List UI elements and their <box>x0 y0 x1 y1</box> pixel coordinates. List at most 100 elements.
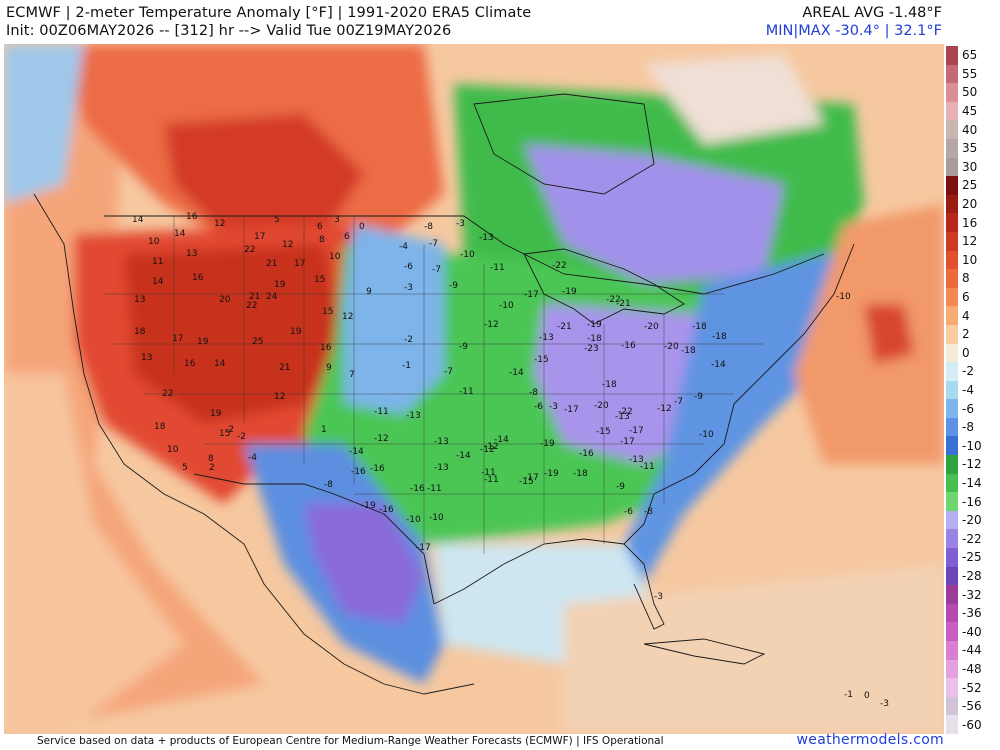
anomaly-value-label: -14 <box>509 368 524 378</box>
data-credit: Service based on data + products of Euro… <box>37 735 664 747</box>
anomaly-value-label: -6 <box>404 262 413 272</box>
anomaly-value-label: -6 <box>624 507 633 517</box>
colorbar-label: 10 <box>962 252 978 267</box>
colorbar-label: 0 <box>962 345 970 360</box>
colorbar-label: 45 <box>962 104 978 119</box>
colorbar-swatch <box>946 659 958 679</box>
colorbar-label: -52 <box>962 680 982 695</box>
state-lines <box>104 216 764 554</box>
anomaly-value-label: 15 <box>322 307 333 317</box>
colorbar-swatch <box>946 696 958 716</box>
colorbar-label: -48 <box>962 661 982 676</box>
anomaly-value-label: -15 <box>534 355 549 365</box>
pacific-light-region <box>4 374 184 734</box>
colorbar-swatch <box>946 622 958 642</box>
colorbar-swatch <box>946 231 958 252</box>
min-max-readout: MIN|MAX -30.4° | 32.1°F <box>765 23 942 39</box>
colorbar-swatch <box>946 510 958 530</box>
colorbar-swatch <box>946 46 958 66</box>
anomaly-value-label: -11 <box>374 407 389 417</box>
colorbar-label: -8 <box>962 420 974 435</box>
florida <box>623 543 665 630</box>
init-valid-line: Init: 00Z06MAY2026 -- [312] hr --> Valid… <box>6 23 452 39</box>
colorbar-swatch <box>946 641 958 661</box>
anomaly-value-label: -8 <box>324 480 333 490</box>
colorbar-swatch <box>946 603 958 623</box>
colorbar-swatch <box>946 306 958 326</box>
anomaly-value-label: -14 <box>494 435 509 445</box>
anomaly-value-label: 13 <box>186 249 197 259</box>
colorbar-label: 16 <box>962 215 978 230</box>
anomaly-value-label: 15 <box>219 429 230 439</box>
colorbar-label: -25 <box>962 550 982 565</box>
anomaly-value-label: -13 <box>479 233 494 243</box>
anomaly-value-label: -4 <box>399 242 408 252</box>
anomaly-value-label: -14 <box>349 447 364 457</box>
temperature-anomaly-map[interactable]: 14 16 12 5 6 3 0 -8 -3 10 14 17 12 8 6 -4 -7 -13 11 13 22 21 1… <box>4 44 944 734</box>
colorbar-label: -44 <box>962 643 982 658</box>
anomaly-value-label: 17 <box>254 232 265 242</box>
anomaly-value-label: -15 <box>519 477 534 487</box>
anomaly-value-label: -20 <box>664 342 679 352</box>
colorbar-label: -14 <box>962 475 982 490</box>
caribbean-light <box>564 564 944 734</box>
colorbar-label: -28 <box>962 568 982 583</box>
anomaly-value-label: 7 <box>349 370 355 380</box>
colorbar-swatch <box>946 362 958 382</box>
anomaly-value-label: -18 <box>712 332 727 342</box>
anomaly-value-label: -10 <box>429 513 444 523</box>
anomaly-value-label: -15 <box>596 427 611 437</box>
colorbar-label: -56 <box>962 699 982 714</box>
colorbar-swatch <box>946 380 958 400</box>
anomaly-value-label: 17 <box>172 334 183 344</box>
anomaly-value-label: -16 <box>379 505 394 515</box>
anomaly-value-label: 10 <box>329 252 341 262</box>
map-title: ECMWF | 2-meter Temperature Anomaly [°F]… <box>6 5 532 21</box>
anomaly-value-label: 10 <box>148 237 160 247</box>
anomaly-value-label: -22 <box>606 295 621 305</box>
anomaly-value-label: -11 <box>459 387 474 397</box>
anomaly-value-label: -13 <box>539 333 554 343</box>
anomaly-value-label: 13 <box>141 353 152 363</box>
canada-west-hot <box>164 114 364 234</box>
coastline-west <box>33 193 475 695</box>
anomaly-value-label: 21 <box>266 259 277 269</box>
colorbar-swatch <box>946 194 958 214</box>
colorbar-label: -10 <box>962 438 982 453</box>
colorbar-label: -16 <box>962 494 982 509</box>
footer-bar <box>0 734 1000 750</box>
anomaly-value-label: 13 <box>134 295 145 305</box>
colorbar-swatch <box>946 473 958 493</box>
anomaly-value-label: -2 <box>237 432 246 442</box>
anomaly-value-label: -20 <box>644 322 659 332</box>
colorbar-label: 12 <box>962 234 978 249</box>
anomaly-value-label: -4 <box>248 453 257 463</box>
anomaly-value-label: -10 <box>499 301 514 311</box>
anomaly-value-label: 8 <box>208 454 214 464</box>
colorbar-swatch <box>946 548 958 568</box>
colorbar-swatch <box>946 399 958 419</box>
anomaly-value-label: -13 <box>406 411 421 421</box>
atlantic-hot <box>864 304 914 364</box>
anomaly-value-label: -13 <box>434 463 449 473</box>
anomaly-value-label: -12 <box>374 434 389 444</box>
anomaly-value-label: -11 <box>484 475 499 485</box>
anomaly-value-label: -3 <box>654 592 663 602</box>
anomaly-value-label: 12 <box>282 240 293 250</box>
anomaly-value-label: -2 <box>225 425 234 435</box>
anomaly-value-label: 11 <box>152 257 163 267</box>
colorbar-swatch <box>946 176 958 196</box>
anomaly-value-label: -17 <box>524 473 539 483</box>
anomaly-value-label: -19 <box>587 320 602 330</box>
anomaly-value-label: -11 <box>490 263 505 273</box>
anomaly-value-label: -14 <box>456 451 471 461</box>
colorbar-swatch <box>946 566 958 586</box>
anomaly-value-label: -16 <box>621 341 636 351</box>
colorbar-label: -12 <box>962 457 982 472</box>
anomaly-value-label: -13 <box>434 437 449 447</box>
colorbar-legend: 65 55 50 45 40 35 30 25 20 16 12 10 8 6 4 2 0 -2 -4 -6 -8 -10… <box>946 46 1000 735</box>
anomaly-value-label: -9 <box>449 281 458 291</box>
anomaly-value-label: 12 <box>342 312 353 322</box>
site-link[interactable]: weathermodels.com <box>796 732 944 748</box>
anomaly-value-label: -17 <box>564 405 579 415</box>
